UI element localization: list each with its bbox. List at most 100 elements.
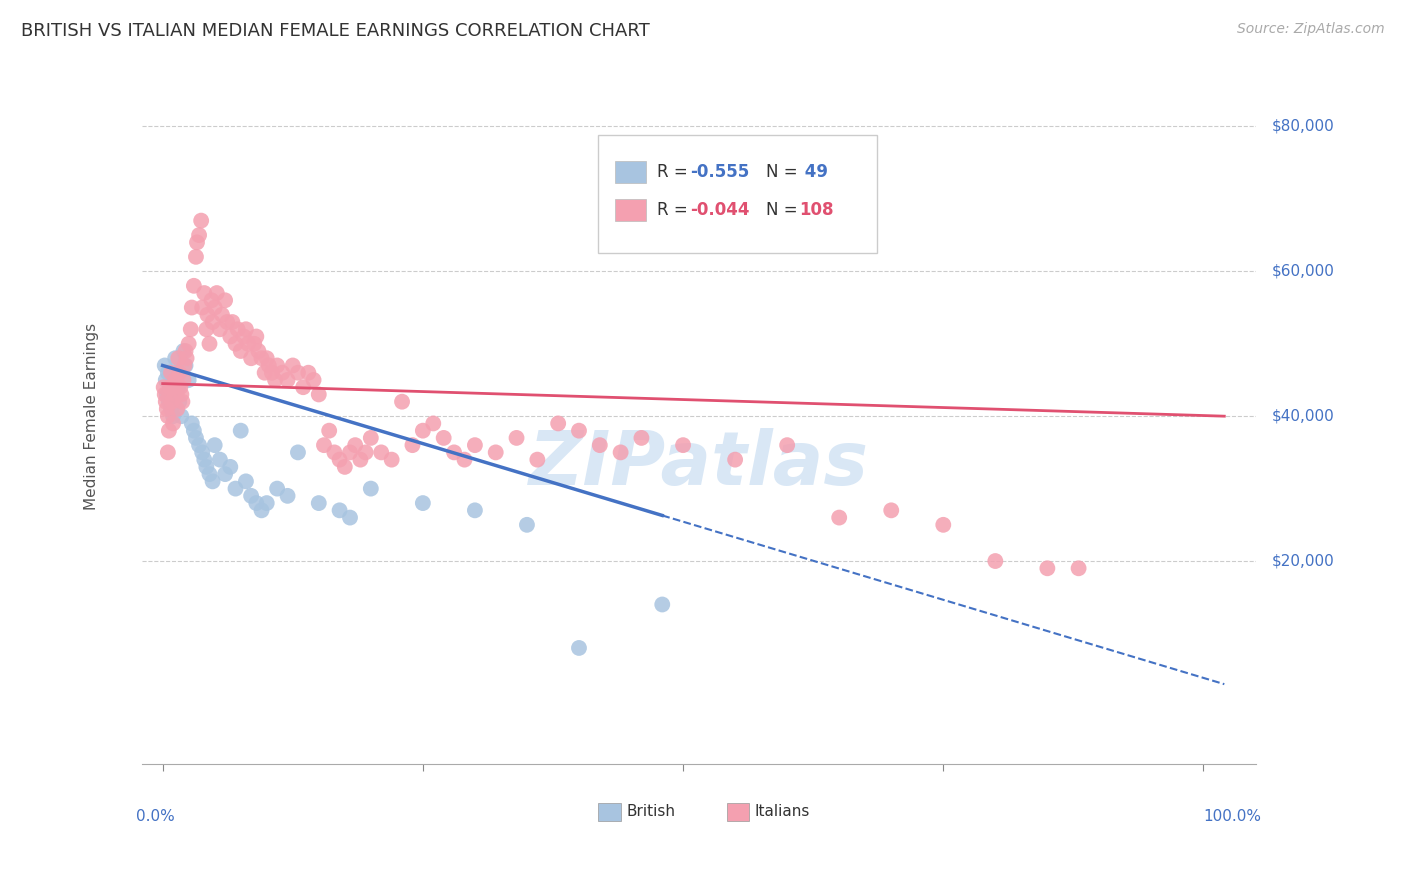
- Point: [932, 517, 955, 532]
- Point: [162, 409, 184, 424]
- Point: [333, 459, 356, 474]
- Point: [166, 401, 188, 416]
- Point: [312, 438, 335, 452]
- Point: [245, 496, 267, 510]
- Point: [205, 286, 228, 301]
- Point: [401, 438, 423, 452]
- Point: [172, 373, 194, 387]
- Point: [195, 459, 218, 474]
- Point: [433, 431, 456, 445]
- Point: [156, 445, 179, 459]
- Point: [292, 380, 315, 394]
- Point: [776, 438, 799, 452]
- Text: 108: 108: [799, 202, 834, 219]
- Point: [172, 343, 194, 358]
- Point: [167, 351, 190, 366]
- Point: [160, 384, 183, 398]
- Text: British: British: [626, 805, 675, 820]
- Point: [219, 329, 242, 343]
- Point: [183, 278, 205, 293]
- Point: [329, 452, 352, 467]
- Point: [174, 359, 197, 373]
- Point: [880, 503, 903, 517]
- Point: [651, 598, 673, 612]
- Point: [193, 286, 215, 301]
- Point: [329, 503, 352, 517]
- Point: [197, 308, 219, 322]
- Text: $80,000: $80,000: [1272, 119, 1334, 134]
- Point: [190, 213, 212, 227]
- Text: Median Female Earnings: Median Female Earnings: [84, 323, 100, 509]
- Point: [243, 336, 266, 351]
- Point: [349, 452, 371, 467]
- Point: [412, 496, 434, 510]
- Point: [211, 308, 233, 322]
- Text: Italians: Italians: [755, 805, 810, 820]
- Point: [180, 322, 202, 336]
- Point: [226, 322, 249, 336]
- Point: [235, 322, 257, 336]
- FancyBboxPatch shape: [599, 135, 877, 252]
- Point: [323, 445, 346, 459]
- Point: [609, 445, 631, 459]
- FancyBboxPatch shape: [599, 804, 620, 821]
- Point: [201, 315, 224, 329]
- FancyBboxPatch shape: [616, 199, 647, 221]
- Point: [173, 359, 195, 373]
- Point: [308, 387, 330, 401]
- Text: N =: N =: [765, 163, 803, 181]
- Point: [232, 329, 254, 343]
- Point: [170, 387, 193, 401]
- Point: [287, 445, 309, 459]
- Point: [630, 431, 652, 445]
- Point: [485, 445, 508, 459]
- Point: [225, 482, 247, 496]
- Point: [271, 366, 294, 380]
- Text: 0.0%: 0.0%: [136, 809, 174, 824]
- Point: [370, 445, 392, 459]
- Point: [170, 409, 193, 424]
- Point: [245, 329, 267, 343]
- Text: -0.044: -0.044: [690, 202, 749, 219]
- Point: [297, 366, 319, 380]
- Point: [184, 250, 207, 264]
- Point: [672, 438, 695, 452]
- Point: [191, 445, 214, 459]
- Point: [169, 394, 191, 409]
- Point: [160, 401, 183, 416]
- Point: [174, 343, 197, 358]
- Point: [287, 366, 309, 380]
- Point: [236, 336, 259, 351]
- Point: [159, 380, 181, 394]
- Point: [201, 475, 224, 489]
- Text: $20,000: $20,000: [1272, 554, 1334, 568]
- Point: [177, 336, 200, 351]
- Point: [214, 293, 236, 308]
- Point: [217, 315, 239, 329]
- Text: R =: R =: [658, 202, 693, 219]
- Point: [443, 445, 465, 459]
- Point: [191, 301, 214, 315]
- Point: [464, 503, 486, 517]
- Point: [219, 459, 242, 474]
- Point: [183, 424, 205, 438]
- Point: [266, 359, 288, 373]
- Point: [253, 366, 276, 380]
- Point: [153, 359, 176, 373]
- Point: [165, 351, 187, 366]
- Point: [176, 351, 198, 366]
- Point: [157, 424, 180, 438]
- Point: [453, 452, 475, 467]
- Point: [264, 373, 287, 387]
- Point: [156, 387, 179, 401]
- Point: [229, 424, 252, 438]
- Point: [1067, 561, 1090, 575]
- Point: [256, 351, 278, 366]
- Point: [266, 482, 288, 496]
- Point: [250, 351, 273, 366]
- Point: [318, 424, 340, 438]
- Point: [1036, 561, 1059, 575]
- Point: [162, 380, 184, 394]
- Text: 49: 49: [799, 163, 828, 181]
- Point: [186, 235, 208, 250]
